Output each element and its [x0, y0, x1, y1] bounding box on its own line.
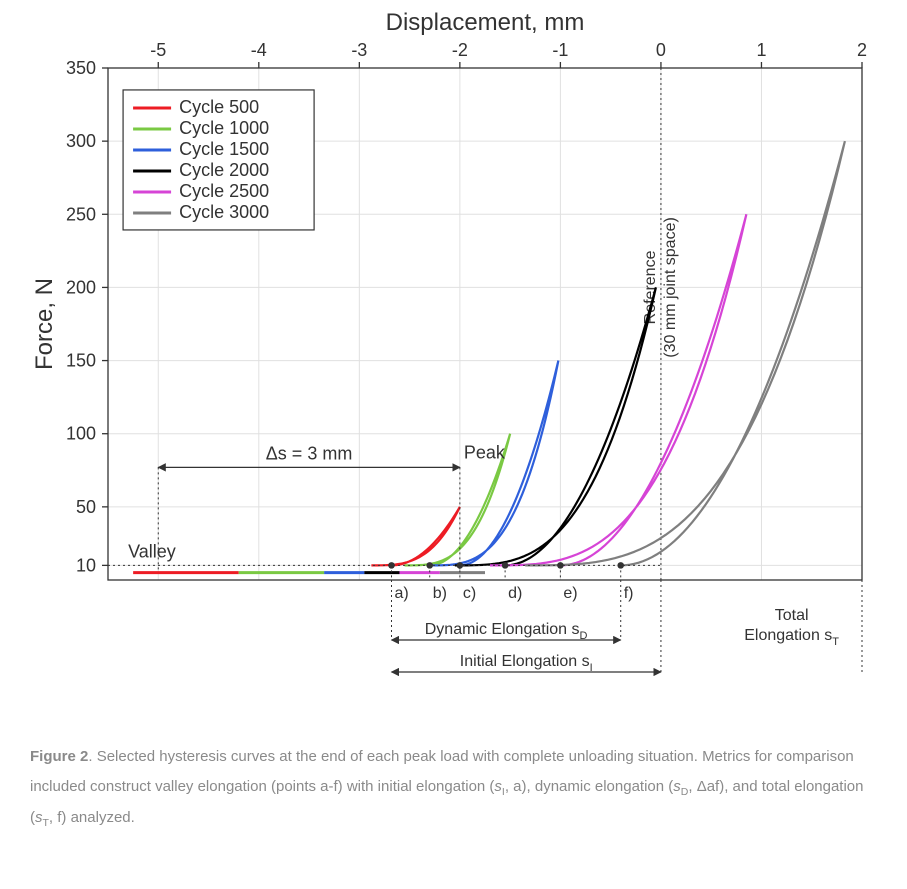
xtick-label: 0: [656, 40, 666, 60]
ytick-label: 200: [66, 277, 96, 297]
peak-label: Peak: [464, 443, 506, 463]
point-label: a): [395, 585, 409, 602]
total-elong-label2: Elongation sT: [744, 627, 839, 648]
valley-label: Valley: [128, 541, 176, 561]
delta-s-label: Δs = 3 mm: [266, 443, 353, 463]
point-label: e): [563, 585, 577, 602]
point-label: f): [624, 585, 634, 602]
ytick-label: 150: [66, 351, 96, 371]
point-label: c): [463, 585, 476, 602]
xtick-label: -5: [150, 40, 166, 60]
hysteresis-chart: -5 -4 -3 -2 -1 0 1 2 Displacement, mm 10 50 100 150 2…: [30, 10, 880, 710]
legend-label: Cycle 1000: [179, 118, 269, 138]
caption-lead: Figure 2: [30, 748, 88, 765]
legend-label: Cycle 500: [179, 97, 259, 117]
ytick-label: 350: [66, 58, 96, 78]
y-axis-title: Force, N: [31, 278, 58, 370]
ytick-label: 10: [76, 555, 96, 575]
legend-label: Cycle 2500: [179, 181, 269, 201]
xtick-label: -4: [251, 40, 267, 60]
point-label: b): [433, 585, 447, 602]
ytick-label: 250: [66, 204, 96, 224]
legend-label: Cycle 2000: [179, 160, 269, 180]
x-axis-title: Displacement, mm: [386, 10, 585, 36]
figure-caption: Figure 2. Selected hysteresis curves at …: [30, 742, 870, 834]
xtick-label: 2: [857, 40, 867, 60]
xtick-label: 1: [756, 40, 766, 60]
ytick-label: 100: [66, 424, 96, 444]
xtick-label: -1: [552, 40, 568, 60]
ytick-label: 300: [66, 131, 96, 151]
point-label: d): [508, 585, 522, 602]
ytick-label: 50: [76, 497, 96, 517]
legend-label: Cycle 1500: [179, 139, 269, 159]
dynamic-elong-label: Dynamic Elongation sD: [425, 621, 588, 642]
xtick-label: -3: [351, 40, 367, 60]
xtick-label: -2: [452, 40, 468, 60]
reference-sublabel: (30 mm joint space): [662, 217, 679, 358]
legend-label: Cycle 3000: [179, 202, 269, 222]
total-elong-label1: Total: [775, 607, 809, 624]
initial-elong-label: Initial Elongation sI: [460, 653, 593, 674]
